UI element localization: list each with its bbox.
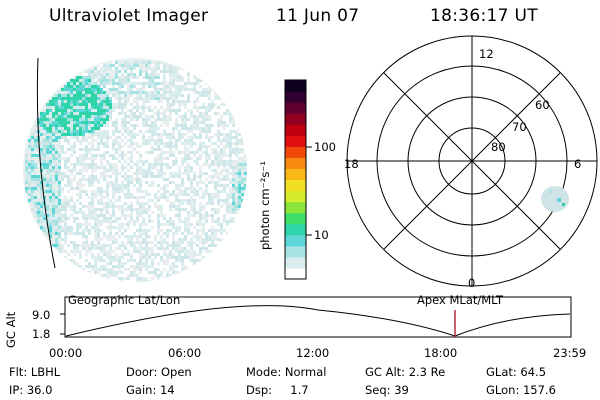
colorbar-swatch	[285, 245, 306, 258]
colorbar-swatch	[285, 212, 306, 225]
colorbar-swatch	[285, 201, 306, 214]
colorbar-swatch	[285, 124, 306, 136]
colorbar-swatch	[285, 91, 306, 103]
instrument-title: Ultraviolet Imager	[49, 6, 209, 26]
footer-ip: IP: 36.0	[9, 383, 53, 397]
colorbar-swatch	[285, 256, 306, 269]
colorbar-swatch	[285, 190, 306, 203]
colorbar-unit-label: photon cm⁻²s⁻¹	[258, 161, 272, 250]
footer-gc-alt: GC Alt: 2.3 Re	[365, 365, 446, 379]
footer-glon: GLon: 157.6	[486, 383, 556, 397]
ytick-label-9: 9.0	[32, 308, 51, 322]
altitude-curve	[65, 305, 571, 337]
footer-mode: Mode: Normal	[246, 365, 327, 379]
date-label: 11 Jun 07	[276, 6, 360, 26]
xtick-1200: 12:00	[296, 346, 330, 360]
colorbar-swatch	[285, 267, 306, 280]
timeline-ylabel: GC Alt	[4, 311, 18, 348]
colorbar-swatch	[285, 157, 306, 169]
footer-gain: Gain: 14	[126, 383, 175, 397]
time-label: 18:36:17 UT	[430, 6, 538, 26]
footer-seq: Seq: 39	[365, 383, 409, 397]
lat-label-80: 80	[491, 140, 506, 154]
colorbar-swatch	[285, 113, 306, 125]
colorbar-frame	[284, 79, 307, 280]
colorbar-swatch	[285, 168, 306, 180]
colorbar-swatch	[285, 102, 306, 114]
polar-grid	[346, 35, 598, 287]
timeline-right-caption: Apex MLat/MLT	[417, 293, 504, 307]
colorbar-label-10: 10	[314, 228, 329, 242]
mlt-label-6: 6	[574, 157, 582, 171]
colorbar-swatch	[285, 146, 306, 158]
lat-label-70: 70	[512, 120, 527, 134]
colorbar-label-100: 100	[314, 140, 336, 154]
xtick-0000: 00:00	[49, 346, 83, 360]
colorbar-swatch	[285, 135, 306, 147]
footer-dsp: Dsp: 1.7	[246, 383, 309, 397]
timeline-left-caption: Geographic Lat/Lon	[68, 293, 181, 307]
xtick-2359: 23:59	[553, 346, 587, 360]
terminator-line	[36, 57, 56, 269]
colorbar	[285, 80, 306, 280]
lat-label-60: 60	[535, 98, 550, 112]
colorbar-swatch	[285, 223, 306, 236]
mlt-label-18: 18	[344, 157, 359, 171]
footer-door: Door: Open	[126, 365, 192, 379]
colorbar-swatch	[285, 80, 306, 92]
xtick-1800: 18:00	[424, 346, 458, 360]
mlt-label-12: 12	[479, 47, 494, 61]
timeline-frame	[64, 296, 572, 338]
uv-image-disk	[23, 58, 247, 282]
footer-filter: Flt: LBHL	[9, 365, 61, 379]
colorbar-swatch	[285, 179, 306, 192]
xtick-0600: 06:00	[168, 346, 202, 360]
polar-patch	[541, 186, 569, 212]
mlt-label-0: 0	[468, 276, 476, 290]
footer-glat: GLat: 64.5	[486, 365, 547, 379]
colorbar-swatch	[285, 234, 306, 247]
ytick-label-1-8: 1.8	[32, 327, 51, 341]
